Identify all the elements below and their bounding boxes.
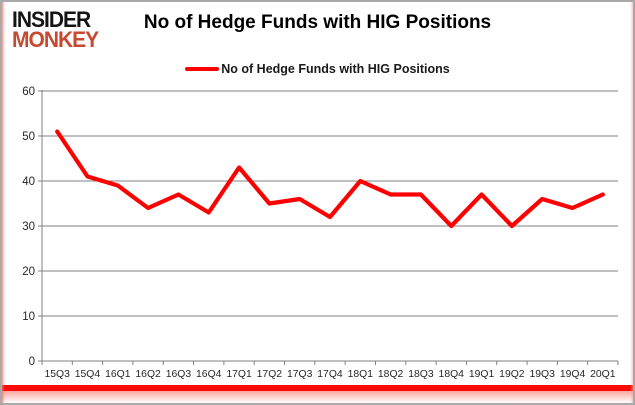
logo-line1: INSIDER xyxy=(12,7,91,33)
xtick-label-19Q4: 19Q4 xyxy=(560,369,586,380)
xtick-label-17Q4: 17Q4 xyxy=(317,369,343,380)
xtick-label-16Q4: 16Q4 xyxy=(196,369,222,380)
xtick-label-18Q1: 18Q1 xyxy=(348,369,374,380)
xtick-label-15Q3: 15Q3 xyxy=(44,369,70,380)
xtick-label-18Q4: 18Q4 xyxy=(439,369,465,380)
ytick-label-50: 50 xyxy=(22,131,35,143)
legend: No of Hedge Funds with HIG Positions xyxy=(2,62,633,76)
xtick-label-17Q3: 17Q3 xyxy=(287,369,313,380)
xtick-label-18Q2: 18Q2 xyxy=(378,369,404,380)
insider-monkey-logo: INSIDER MONKEY xyxy=(12,7,99,53)
ytick-label-10: 10 xyxy=(22,311,35,323)
xtick-label-19Q1: 19Q1 xyxy=(469,369,495,380)
xtick-label-19Q3: 19Q3 xyxy=(529,369,555,380)
logo-line2: MONKEY xyxy=(12,28,99,53)
chart-title: No of Hedge Funds with HIG Positions xyxy=(143,12,492,33)
ytick-label-30: 30 xyxy=(22,221,35,233)
ytick-label-60: 60 xyxy=(22,86,35,98)
legend-line-marker xyxy=(185,67,220,71)
xtick-label-17Q1: 17Q1 xyxy=(226,369,252,380)
xtick-label-16Q1: 16Q1 xyxy=(105,369,131,380)
xtick-label-15Q4: 15Q4 xyxy=(75,369,101,380)
xtick-label-16Q2: 16Q2 xyxy=(135,369,161,380)
xtick-label-17Q2: 17Q2 xyxy=(257,369,283,380)
xtick-label-18Q3: 18Q3 xyxy=(408,369,434,380)
bottom-accent-bar xyxy=(2,385,633,391)
xtick-label-19Q2: 19Q2 xyxy=(499,369,525,380)
ytick-label-40: 40 xyxy=(22,176,35,188)
xtick-label-16Q3: 16Q3 xyxy=(166,369,192,380)
bottom-accent-fade xyxy=(2,391,633,403)
xtick-label-20Q1: 20Q1 xyxy=(590,369,616,380)
ytick-label-0: 0 xyxy=(29,356,35,368)
ytick-label-20: 20 xyxy=(22,266,35,278)
legend-label: No of Hedge Funds with HIG Positions xyxy=(221,62,450,76)
series-line xyxy=(55,129,605,229)
